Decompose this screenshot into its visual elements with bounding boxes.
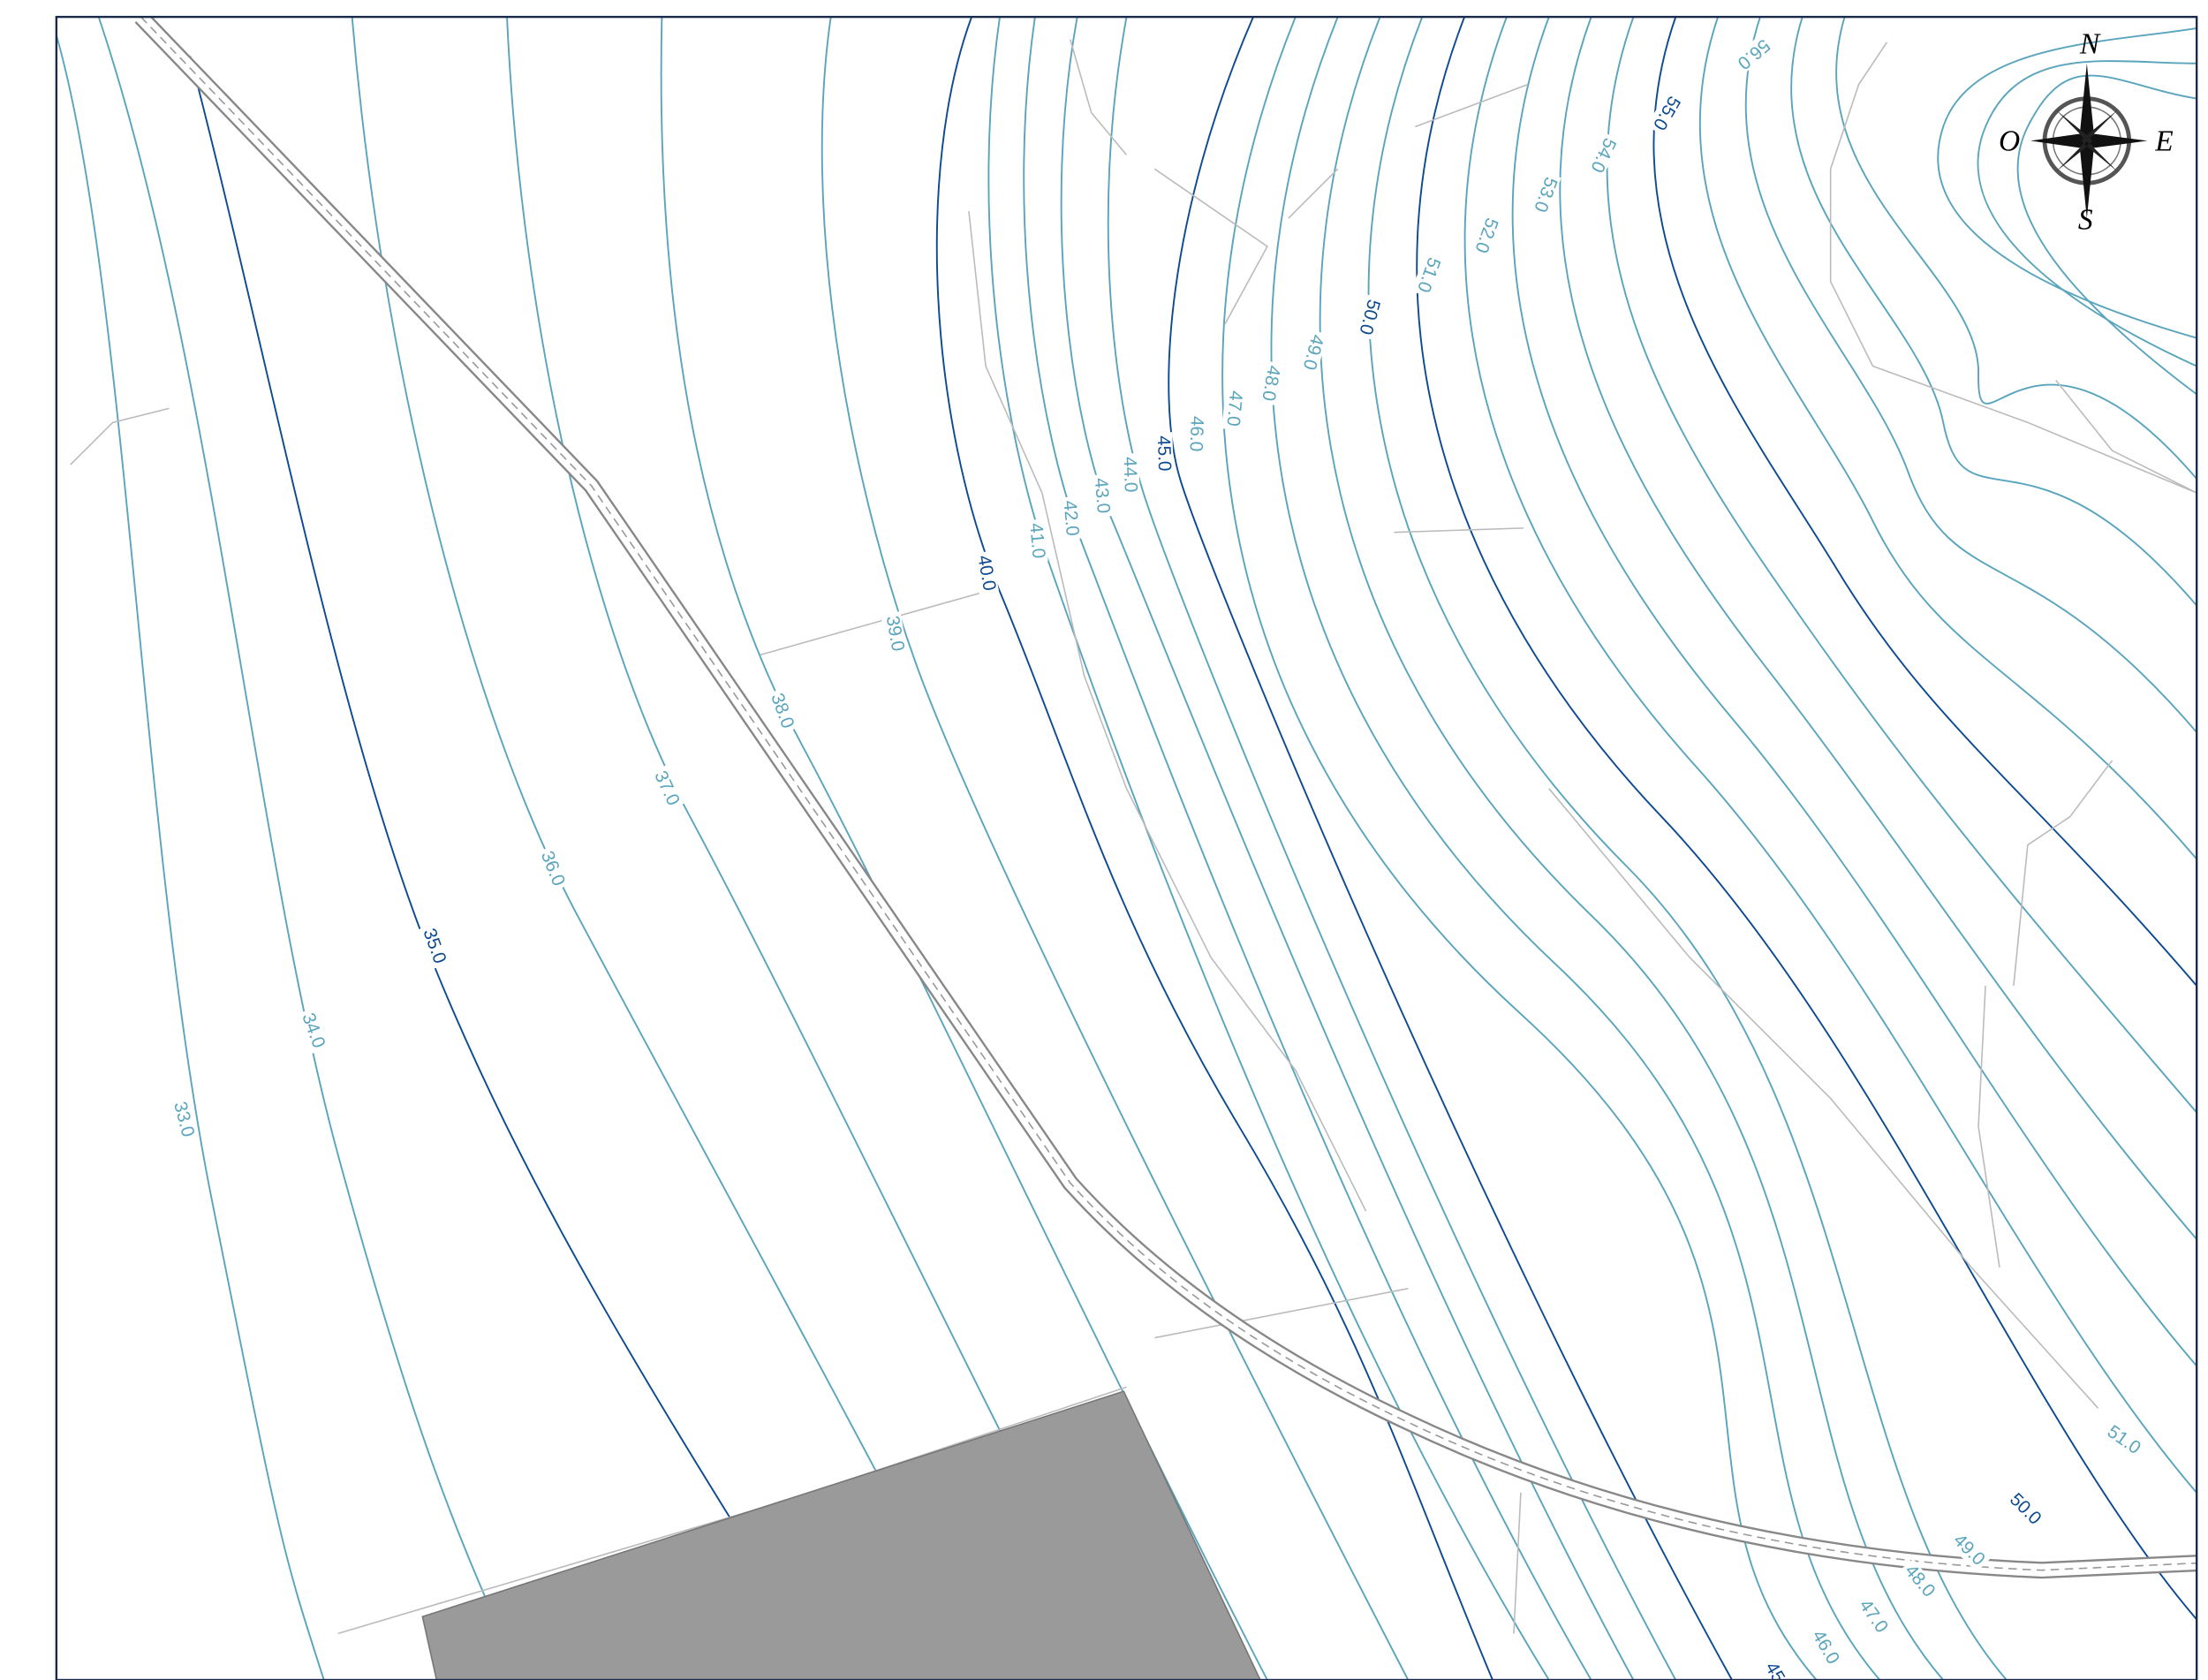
contour-line bbox=[820, 17, 1410, 1680]
contour-label: 47.0 bbox=[1222, 390, 1245, 427]
contour-label: 38.0 bbox=[767, 691, 798, 731]
contour-label: 42.0 bbox=[1060, 500, 1083, 537]
label-halo bbox=[1118, 452, 1140, 496]
contour-label: 44.0 bbox=[1120, 457, 1141, 493]
label-halo bbox=[1898, 1558, 1941, 1604]
contour-line bbox=[660, 17, 1268, 1680]
label-halo bbox=[1947, 1528, 1991, 1573]
label-halo bbox=[1469, 211, 1502, 259]
contour-label: 49.0 bbox=[1299, 332, 1328, 372]
contour-line bbox=[1698, 17, 2197, 860]
label-halo bbox=[1755, 1649, 1794, 1680]
label-halo bbox=[417, 923, 450, 970]
road-edge bbox=[134, 17, 2197, 1579]
contour-line bbox=[1511, 17, 2197, 1367]
compass: N O E S bbox=[1999, 27, 2174, 236]
label-halo bbox=[168, 1096, 199, 1143]
label-halo bbox=[2100, 1420, 2147, 1461]
contour-label: 52.0 bbox=[1471, 216, 1501, 256]
contour-label: 36.0 bbox=[537, 848, 569, 889]
contour-line bbox=[506, 17, 1128, 1680]
contour-line bbox=[1463, 17, 2197, 1494]
contour-line bbox=[1168, 17, 1733, 1680]
contour-label: 50.0 bbox=[1355, 298, 1384, 337]
contour-label: 45.0 bbox=[1153, 435, 1175, 472]
road-centerline bbox=[140, 17, 2197, 1571]
compass-needle bbox=[2079, 140, 2094, 219]
compass-east: E bbox=[2154, 125, 2173, 157]
contour-label: 48.0 bbox=[1258, 364, 1284, 403]
contour-line bbox=[1606, 17, 2197, 1114]
contour-label: 34.0 bbox=[298, 1010, 329, 1051]
contour-label: 39.0 bbox=[882, 614, 909, 653]
contour-line bbox=[1319, 17, 1944, 1680]
contour-line bbox=[1023, 17, 1592, 1680]
label-halo bbox=[881, 610, 908, 656]
road-surface bbox=[136, 17, 2197, 1577]
compass-south: S bbox=[2078, 204, 2093, 237]
contour-line bbox=[351, 17, 987, 1680]
label-halo bbox=[534, 845, 570, 893]
label-halo bbox=[1256, 360, 1284, 406]
compass-north: N bbox=[2079, 27, 2101, 60]
compass-west: O bbox=[1999, 125, 2020, 157]
label-halo bbox=[972, 550, 1000, 596]
label-halo bbox=[1805, 1624, 1844, 1671]
map-frame bbox=[55, 15, 2198, 1680]
contour-line bbox=[56, 34, 325, 1680]
contour-line bbox=[1270, 17, 1881, 1680]
contour-line bbox=[2016, 74, 2197, 396]
label-halo bbox=[1353, 293, 1384, 340]
label-halo bbox=[1025, 518, 1048, 564]
contour-line bbox=[189, 56, 832, 1680]
contour-label: 53.0 bbox=[1530, 174, 1561, 215]
label-halo bbox=[1152, 432, 1174, 475]
contour-lines bbox=[56, 17, 2197, 1680]
label-halo bbox=[296, 1007, 329, 1055]
contour-line bbox=[1977, 60, 2197, 367]
contour-line bbox=[1559, 17, 2197, 1240]
label-halo bbox=[2002, 1487, 2047, 1532]
contour-label: 40.0 bbox=[973, 554, 1000, 593]
label-halo bbox=[1184, 412, 1206, 456]
contour-label: 54.0 bbox=[1586, 135, 1620, 176]
compass-needle bbox=[2079, 63, 2094, 141]
label-halo bbox=[647, 765, 684, 813]
label-halo bbox=[1730, 32, 1776, 75]
road bbox=[134, 17, 2197, 1579]
contour-label: 41.0 bbox=[1025, 522, 1048, 559]
compass-needle bbox=[2030, 133, 2087, 148]
label-halo bbox=[1058, 496, 1082, 541]
building bbox=[421, 1390, 1261, 1680]
contour-label: 43.0 bbox=[1091, 477, 1114, 514]
contour-line bbox=[1060, 17, 1635, 1680]
contour-label: 51.0 bbox=[1413, 254, 1444, 295]
compass-needle bbox=[2086, 133, 2148, 148]
contour-line bbox=[1221, 17, 1818, 1680]
label-halo bbox=[1646, 89, 1685, 136]
contour-line bbox=[1367, 17, 2008, 1680]
contour-line bbox=[1835, 17, 2197, 480]
contour-line bbox=[1107, 17, 1677, 1680]
map-content: 33.034.035.036.037.038.039.040.041.042.0… bbox=[56, 17, 2197, 1680]
label-halo bbox=[1528, 170, 1561, 218]
label-halo bbox=[1584, 131, 1621, 178]
label-halo bbox=[1852, 1593, 1894, 1640]
contour-line bbox=[1790, 17, 2197, 607]
contour-line bbox=[1652, 17, 2197, 987]
contour-line bbox=[1744, 17, 2197, 733]
contour-line bbox=[1416, 17, 2197, 1621]
contour-line bbox=[1937, 26, 2197, 339]
label-halo bbox=[1221, 386, 1245, 431]
label-halo bbox=[1297, 329, 1327, 375]
label-halo bbox=[765, 687, 798, 735]
contour-label: 46.0 bbox=[1185, 416, 1206, 452]
contour-label: 35.0 bbox=[419, 926, 450, 966]
label-halo bbox=[1089, 473, 1114, 518]
compass-needle bbox=[2055, 110, 2118, 172]
label-halo bbox=[1411, 251, 1445, 299]
